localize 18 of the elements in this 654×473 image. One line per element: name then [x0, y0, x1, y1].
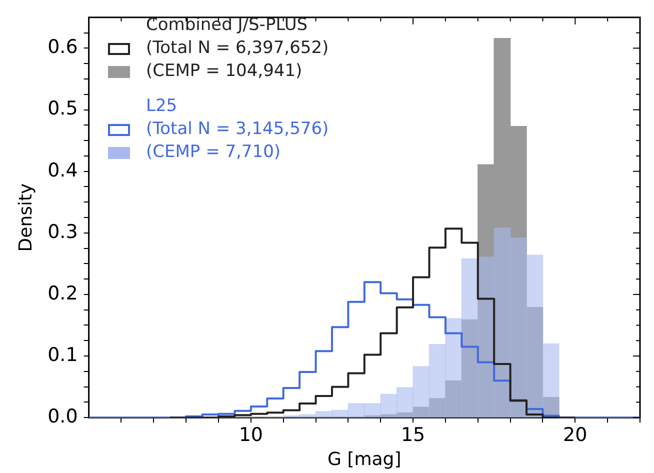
legend-label: (Total N = 6,397,652) — [146, 37, 329, 60]
legend-label: (CEMP = 104,941) — [146, 60, 302, 83]
annotation: Combined J/S-PLUS — [145, 14, 309, 37]
legend-label: (Total N = 3,145,576) — [146, 118, 329, 141]
y-tick-label: 0.2 — [48, 282, 78, 304]
y-axis-title: Density — [15, 182, 36, 252]
y-tick-label: 0.5 — [48, 98, 78, 120]
x-tick-label: 20 — [563, 424, 588, 446]
legend-label: (CEMP = 7,710) — [146, 141, 281, 164]
y-tick-label: 0.4 — [48, 159, 78, 182]
x-tick-label: 10 — [238, 424, 264, 446]
x-tick-label: 15 — [400, 424, 426, 446]
x-axis-title: G [mag] — [328, 448, 402, 470]
y-tick-label: 0.0 — [48, 406, 78, 428]
y-tick-label: 0.6 — [48, 36, 78, 58]
y-tick-label: 0.1 — [48, 344, 78, 366]
annotation: L25 — [145, 95, 178, 118]
y-tick-label: 0.3 — [48, 220, 78, 243]
